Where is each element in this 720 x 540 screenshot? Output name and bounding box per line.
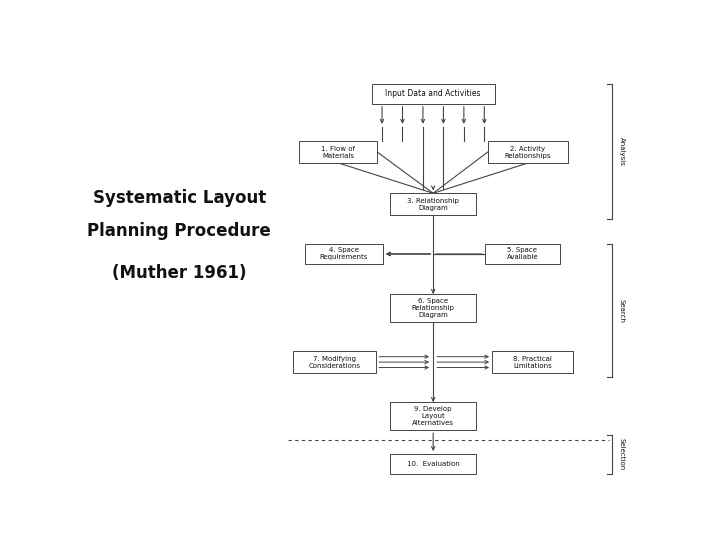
Text: Search: Search (618, 299, 625, 322)
Text: Selection: Selection (618, 438, 625, 471)
FancyBboxPatch shape (300, 141, 377, 163)
Text: 10.  Evaluation: 10. Evaluation (407, 461, 459, 467)
Text: Analysis: Analysis (618, 137, 625, 166)
Text: 5. Space
Available: 5. Space Available (507, 247, 539, 260)
Text: 4. Space
Requirements: 4. Space Requirements (320, 247, 368, 260)
Text: Input Data and Activities: Input Data and Activities (385, 90, 481, 98)
FancyBboxPatch shape (487, 141, 569, 163)
FancyBboxPatch shape (390, 402, 477, 430)
Text: 3. Relationship
Diagram: 3. Relationship Diagram (408, 198, 459, 211)
FancyBboxPatch shape (390, 294, 477, 322)
FancyBboxPatch shape (485, 244, 560, 265)
Text: 6. Space
Relationship
Diagram: 6. Space Relationship Diagram (412, 298, 454, 318)
Text: (Muther 1961): (Muther 1961) (112, 264, 246, 282)
Text: 9. Develop
Layout
Alternatives: 9. Develop Layout Alternatives (412, 406, 454, 426)
FancyBboxPatch shape (305, 244, 383, 265)
FancyBboxPatch shape (492, 352, 573, 373)
Text: 1. Flow of
Materials: 1. Flow of Materials (321, 146, 355, 159)
Text: 8. Practical
Limitations: 8. Practical Limitations (513, 356, 552, 369)
FancyBboxPatch shape (390, 193, 477, 215)
FancyBboxPatch shape (372, 84, 495, 104)
Text: Systematic Layout: Systematic Layout (93, 189, 266, 207)
Text: 7. Modifying
Considerations: 7. Modifying Considerations (308, 356, 361, 369)
FancyBboxPatch shape (390, 454, 477, 474)
Text: Planning Procedure: Planning Procedure (87, 222, 271, 240)
Text: 2. Activity
Relationships: 2. Activity Relationships (505, 146, 552, 159)
FancyBboxPatch shape (292, 352, 377, 373)
